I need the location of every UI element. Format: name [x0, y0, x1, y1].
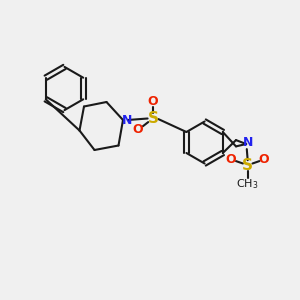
Text: O: O [259, 153, 269, 166]
Text: O: O [133, 123, 143, 136]
Text: S: S [148, 111, 158, 126]
Text: O: O [226, 153, 236, 166]
Text: N: N [122, 113, 132, 127]
Text: CH$_3$: CH$_3$ [236, 177, 259, 191]
Text: N: N [243, 136, 253, 149]
Text: O: O [148, 94, 158, 108]
Text: S: S [242, 158, 253, 173]
